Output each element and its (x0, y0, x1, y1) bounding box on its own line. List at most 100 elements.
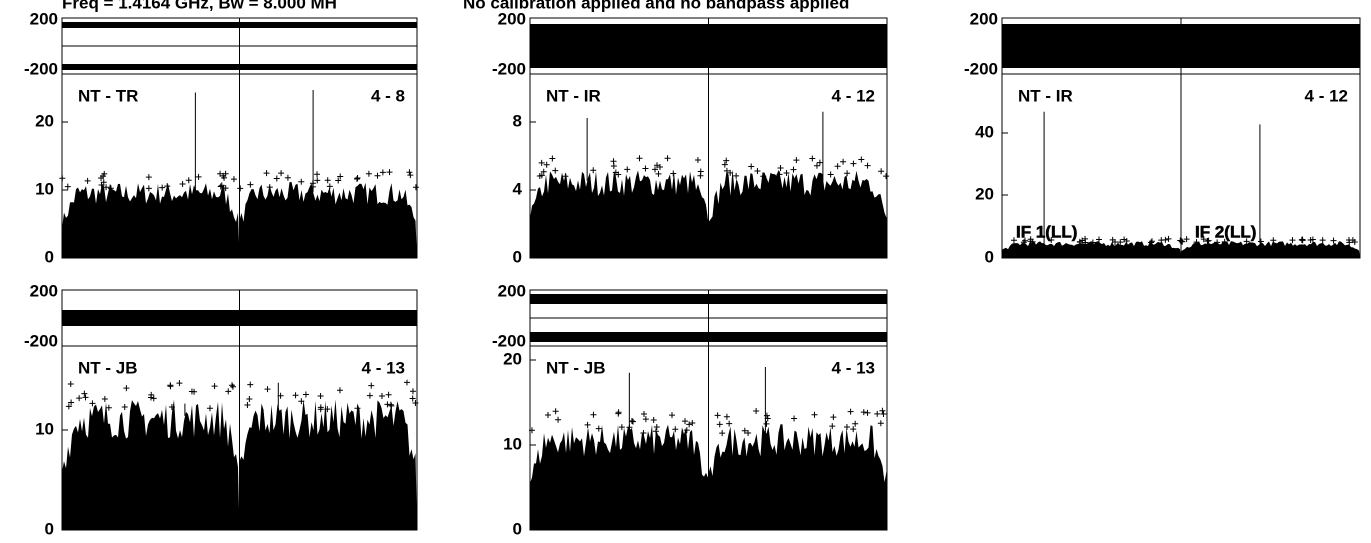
amplitude-spike (1123, 237, 1130, 244)
amplitude-spike (1200, 236, 1207, 243)
amplitude-spike (811, 411, 818, 418)
label-bg (1014, 86, 1094, 108)
amplitude-spike (145, 174, 152, 181)
amplitude-spike (222, 185, 229, 192)
amplitude-spike (834, 163, 841, 170)
amplitude-spike (335, 177, 342, 184)
amplitude-spike (883, 173, 890, 180)
amplitude-spike (1214, 239, 1221, 246)
amplitude-spike (880, 410, 887, 417)
amplitude-spike (368, 382, 375, 389)
amplitude-spike (847, 408, 854, 415)
amplitude-spike (1204, 238, 1211, 245)
amplitude-spike (624, 166, 631, 173)
amplitude-spike (816, 159, 823, 166)
amplitude-spike (1221, 238, 1228, 245)
amplitude-spike (195, 173, 202, 180)
amplitude-spike (793, 157, 800, 164)
amplitude-spike (850, 426, 857, 433)
antenna-label: 4 - 12 (832, 86, 875, 105)
amplitude-spike (590, 411, 597, 418)
frequency-title: Freq = 1.4164 GHz, Bw = 8.000 MH (62, 0, 337, 12)
amplitude-spike (206, 405, 213, 412)
amp-tick-label: 8 (513, 111, 522, 130)
amplitude-spike (852, 420, 859, 427)
amplitude-spike (864, 162, 871, 169)
baseline-label: NT - JB (546, 358, 606, 377)
amplitude-spike (610, 158, 617, 165)
amplitude-spike (723, 157, 730, 164)
phase-tick-label: 200 (30, 9, 58, 28)
amplitude-spike (337, 173, 344, 180)
phase-tick-label: 200 (498, 9, 526, 28)
amplitude-spike (317, 404, 324, 411)
amplitude-spike (264, 386, 271, 393)
amplitude-spike (628, 418, 635, 425)
amp-tick-label: 40 (975, 122, 994, 141)
amplitude-spike (218, 182, 225, 189)
amplitude-spike (82, 394, 89, 401)
amp-tick-label: 0 (513, 519, 522, 538)
amplitude-spike (776, 171, 783, 178)
amplitude-spike (697, 168, 704, 175)
amplitude-spike (877, 420, 884, 427)
amplitude-spike (878, 168, 885, 175)
amplitude-spike (298, 178, 305, 185)
amplitude-spike (217, 170, 224, 177)
amplitude-spike (1309, 236, 1316, 243)
amplitude-spike (723, 167, 730, 174)
amplitude-spike (67, 381, 74, 388)
amplitude-spike (317, 392, 324, 399)
amp-tick-label: 20 (35, 111, 54, 130)
amplitude-spike (1020, 239, 1027, 246)
amplitude-spike (733, 172, 740, 179)
amplitude-spike (827, 171, 834, 178)
amplitude-spike (552, 167, 559, 174)
amplitude-spike (777, 165, 784, 172)
amplitude-spike (753, 407, 760, 414)
amplitude-spike (538, 172, 545, 179)
amplitude-spike (640, 410, 647, 417)
amplitude-spike (584, 421, 591, 428)
amplitude-spike (167, 382, 174, 389)
amplitude-spike (1270, 237, 1277, 244)
if-label: IF 2(RR) (254, 499, 319, 518)
phase-tick-label: 200 (970, 9, 998, 28)
amplitude-spike (386, 169, 393, 176)
baseline-label: NT - IR (1018, 86, 1073, 105)
amplitude-spike (246, 396, 253, 403)
amplitude-spike (266, 184, 273, 191)
amplitude-spike (176, 380, 183, 387)
amplitude-spike (1193, 239, 1200, 246)
amplitude-spike (278, 170, 285, 177)
amplitude-spike (412, 184, 419, 191)
amplitude-spike (237, 185, 244, 192)
amplitude-spike (682, 418, 689, 425)
amplitude-spike (105, 404, 112, 411)
amplitude-spike (1299, 236, 1306, 243)
amplitude-spike (387, 401, 394, 408)
amplitude-spike (1022, 237, 1029, 244)
amplitude-spike (76, 395, 83, 402)
amplitude-spike (1010, 237, 1017, 244)
amplitude-spike (403, 379, 410, 386)
label-bg (337, 358, 407, 380)
amplitude-spike (1178, 238, 1185, 245)
label-bg (74, 358, 154, 380)
amplitude-spike (809, 155, 816, 162)
if-label: IF 2(LL) (723, 499, 784, 518)
amplitude-spike (273, 175, 280, 182)
amp-tick-label: 0 (985, 247, 994, 266)
amplitude-spike (716, 421, 723, 428)
amplitude-spike (642, 165, 649, 172)
amplitude-spike (145, 185, 152, 192)
amplitude-spike (726, 420, 733, 427)
amplitude-spike (840, 158, 847, 165)
amplitude-spike (689, 419, 696, 426)
amplitude-spike (874, 410, 881, 417)
amplitude-noise (708, 424, 887, 530)
amplitude-spike (652, 166, 659, 173)
amplitude-spike (791, 415, 798, 422)
amplitude-spike (544, 412, 551, 419)
amplitude-spike (103, 184, 110, 191)
